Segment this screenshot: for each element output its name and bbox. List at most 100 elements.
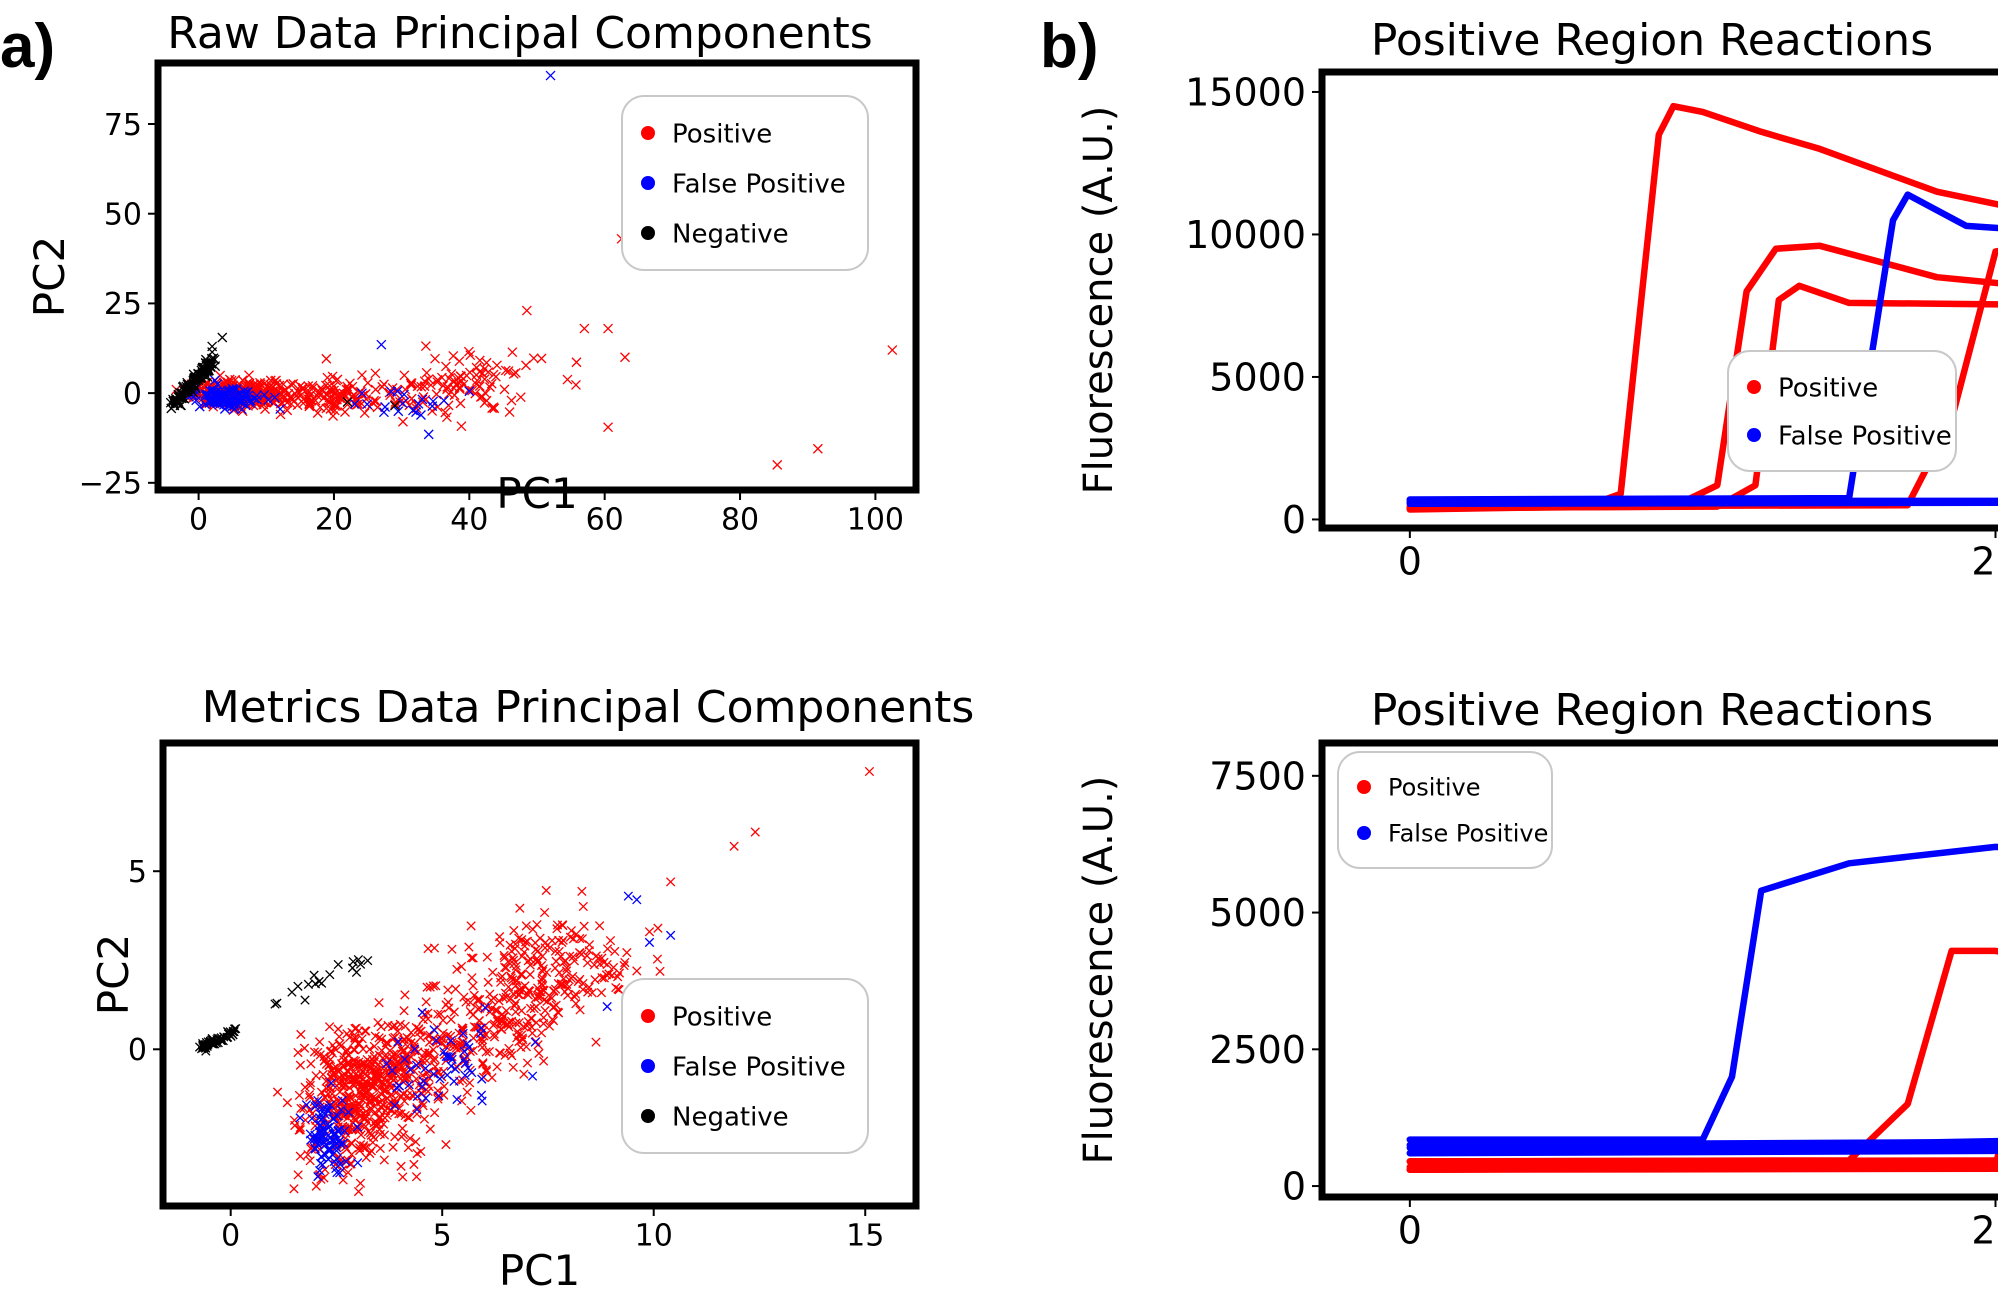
data-point: [381, 1038, 392, 1048]
data-point: [500, 365, 511, 376]
data-point: [474, 366, 485, 377]
x-tick-label: 0: [1398, 1208, 1422, 1252]
data-point: [577, 934, 588, 944]
data-point: [331, 1062, 341, 1072]
data-point: [491, 360, 502, 371]
data-point: [464, 386, 475, 397]
data-point: [464, 942, 474, 952]
data-point: [380, 402, 391, 412]
data-point: [506, 395, 517, 406]
data-point: [272, 1087, 283, 1097]
y-tick-label: −25: [79, 467, 142, 502]
data-point: [304, 1090, 315, 1100]
data-point: [335, 1168, 345, 1178]
data-point: [340, 391, 351, 402]
data-point: [644, 927, 655, 937]
data-point: [480, 388, 491, 399]
legend-box: [1727, 350, 1957, 472]
data-point: [325, 969, 335, 980]
data-point: [217, 332, 228, 343]
data-point: [252, 394, 262, 405]
data-point: [510, 943, 520, 954]
y-tick-label: 5000: [1209, 356, 1306, 400]
data-point: [350, 1036, 360, 1046]
data-point: [523, 1016, 534, 1027]
data-point: [554, 946, 564, 957]
data-point: [396, 1073, 406, 1084]
data-point: [295, 1113, 305, 1123]
data-point: [419, 1114, 430, 1124]
data-point: [321, 403, 332, 414]
data-point: [379, 1155, 389, 1165]
data-point: [362, 377, 373, 388]
data-point: [336, 1105, 346, 1115]
x-tick-label: 20: [315, 503, 353, 538]
data-point: [466, 921, 476, 931]
data-point: [482, 952, 492, 962]
data-point: [352, 1122, 363, 1132]
data-point: [412, 381, 423, 392]
data-point: [459, 1046, 469, 1057]
data-point: [528, 353, 539, 364]
y-axis-label: Fluorescence (A.U.): [1076, 106, 1122, 495]
data-point: [536, 1028, 547, 1038]
data-point: [309, 970, 319, 980]
data-point: [468, 981, 478, 991]
data-point: [385, 390, 396, 401]
data-point: [525, 960, 535, 970]
data-point: [514, 933, 524, 943]
data-point: [421, 997, 431, 1007]
data-point: [306, 1059, 316, 1069]
data-point: [465, 1006, 476, 1017]
data-point: [590, 975, 600, 985]
data-point: [349, 1080, 360, 1090]
data-point: [486, 995, 496, 1005]
data-point: [440, 407, 451, 418]
data-point: [411, 1074, 422, 1084]
data-point: [544, 943, 555, 953]
data-point: [510, 965, 521, 975]
legend-label: Negative: [672, 1102, 789, 1132]
data-point: [397, 1046, 408, 1056]
data-point: [278, 379, 289, 390]
data-point: [315, 1037, 325, 1047]
x-tick-label: 5: [433, 1219, 452, 1254]
data-point: [305, 1080, 315, 1091]
data-point: [577, 886, 587, 897]
data-point: [429, 1056, 439, 1066]
data-point: [464, 1078, 475, 1088]
data-point: [459, 992, 469, 1002]
data-point: [445, 1051, 456, 1062]
data-point: [322, 372, 333, 383]
data-point: [399, 1006, 409, 1016]
data-point: [501, 963, 511, 973]
data-point: [472, 995, 483, 1006]
data-point: [332, 1154, 342, 1164]
data-point: [579, 323, 590, 334]
data-point: [515, 392, 526, 403]
chart-title: Positive Region Reactions: [1371, 685, 1933, 736]
data-point: [508, 955, 519, 965]
data-point: [438, 395, 449, 406]
data-point: [293, 981, 303, 991]
data-point: [334, 388, 345, 399]
data-point: [446, 368, 457, 379]
legend-marker: [1357, 826, 1371, 840]
data-point: [515, 903, 525, 913]
legend-box: [621, 95, 869, 271]
data-point: [479, 363, 490, 374]
data-point: [475, 994, 485, 1005]
data-point: [442, 1070, 452, 1080]
data-point: [487, 403, 498, 414]
data-point: [387, 1065, 397, 1076]
data-point: [179, 393, 190, 404]
data-point: [338, 1175, 348, 1185]
data-point: [521, 305, 532, 316]
data-point: [481, 1065, 492, 1075]
data-point: [443, 1030, 453, 1040]
data-point: [452, 964, 462, 974]
data-point: [431, 981, 441, 991]
data-point: [313, 1171, 323, 1182]
legend-marker: [641, 226, 655, 240]
data-point: [353, 1158, 363, 1168]
